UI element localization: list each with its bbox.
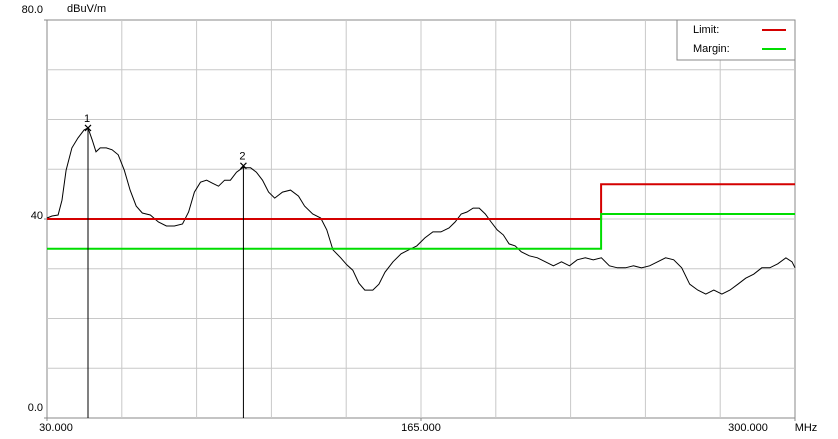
x-unit: MHz [795, 422, 818, 434]
limit-line [47, 213, 795, 250]
marker-label: 1 [84, 113, 90, 125]
limit-line [47, 183, 795, 220]
y-tick-label: 80.0 [22, 4, 43, 16]
marks: 12 [46, 113, 796, 418]
x-tick-label: 300.000 [728, 422, 768, 434]
legend-box [676, 19, 796, 61]
x-tick-label: 30.000 [39, 422, 73, 434]
y-tick-label: 40 [31, 210, 43, 222]
marker-cross [84, 124, 92, 132]
legend-label: Limit: [693, 24, 719, 36]
trace-line [46, 127, 796, 295]
legend-label: Margin: [693, 43, 730, 55]
y-unit: dBuV/m [67, 3, 106, 15]
marker-label: 2 [239, 151, 245, 163]
x-tick-label: 165.000 [401, 422, 441, 434]
marker-cross [239, 162, 247, 170]
y-tick-label: 0.0 [28, 402, 43, 414]
